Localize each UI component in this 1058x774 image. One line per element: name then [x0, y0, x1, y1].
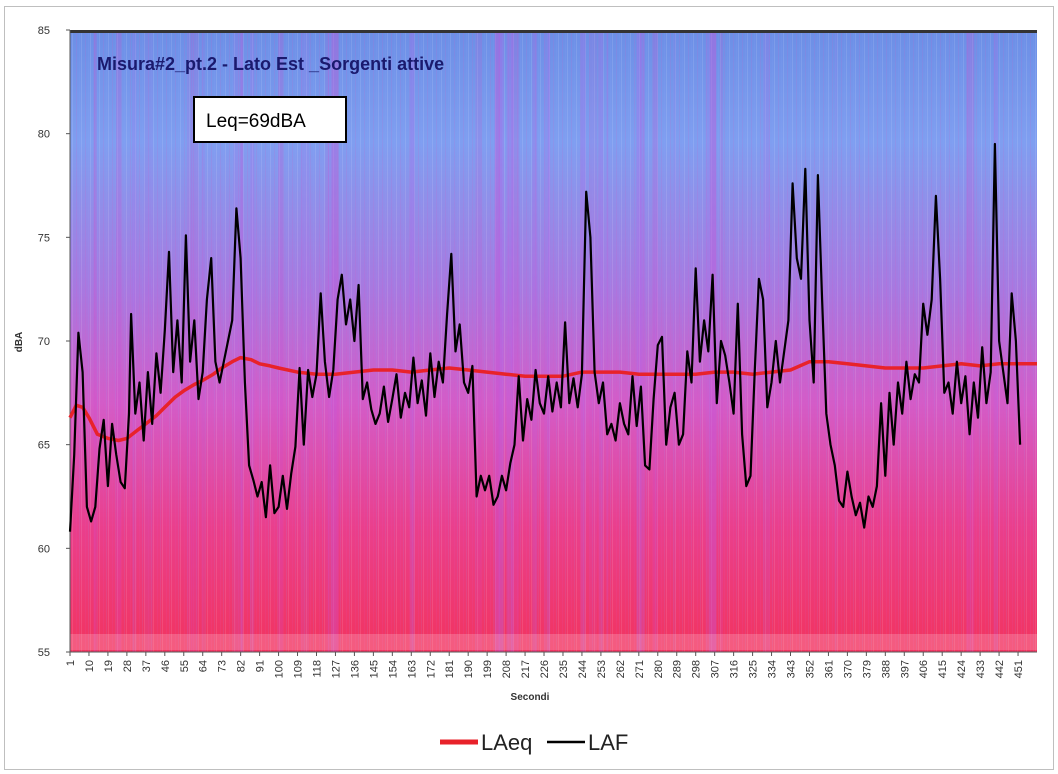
x-tick-label: 145 — [368, 660, 380, 678]
x-tick-label: 37 — [141, 660, 153, 672]
y-tick-label: 65 — [38, 440, 50, 452]
x-tick-label: 181 — [444, 660, 456, 678]
x-tick-label: 316 — [729, 660, 741, 678]
x-tick-label: 163 — [406, 660, 418, 678]
legend-label-laeq: LAeq — [481, 730, 532, 755]
x-tick-label: 379 — [861, 660, 873, 678]
x-tick-label: 28 — [122, 660, 134, 672]
x-tick-label: 307 — [710, 660, 722, 678]
x-tick-label: 190 — [463, 660, 475, 678]
x-tick-label: 352 — [805, 660, 817, 678]
y-tick-label: 80 — [38, 129, 50, 141]
x-tick-label: 343 — [786, 660, 798, 678]
x-tick-label: 334 — [767, 660, 779, 678]
x-tick-label: 451 — [1013, 660, 1025, 678]
x-tick-label: 73 — [217, 660, 229, 672]
x-tick-label: 415 — [937, 660, 949, 678]
x-axis: 1 10 19 28 37 46 55 64 73 82 91 100 109 118 127 136 145 1… — [65, 651, 1037, 678]
x-tick-label: 154 — [387, 660, 399, 678]
x-tick-label: 109 — [293, 660, 305, 678]
x-tick-label: 325 — [748, 660, 760, 678]
y-tick-label: 55 — [38, 647, 50, 659]
y-axis: 55 60 65 70 75 80 85 — [38, 25, 71, 659]
x-tick-label: 280 — [653, 660, 665, 678]
x-tick-label: 298 — [691, 660, 703, 678]
legend-label-laf: LAF — [588, 730, 628, 755]
x-tick-label: 172 — [425, 660, 437, 678]
x-tick-label: 118 — [312, 660, 324, 678]
x-tick-label: 388 — [880, 660, 892, 678]
x-tick-label: 91 — [255, 660, 267, 672]
x-tick-label: 397 — [899, 660, 911, 678]
y-axis-label: dBA — [14, 332, 25, 353]
x-tick-label: 127 — [331, 660, 343, 678]
x-tick-label: 82 — [236, 660, 248, 672]
x-tick-label: 19 — [103, 660, 115, 672]
x-tick-label: 208 — [501, 660, 513, 678]
leq-annotation: Leq=69dBA — [206, 111, 306, 132]
x-tick-label: 361 — [823, 660, 835, 678]
x-tick-label: 55 — [179, 660, 191, 672]
x-tick-label: 406 — [918, 660, 930, 678]
x-tick-label: 226 — [539, 660, 551, 678]
y-tick-label: 85 — [38, 25, 50, 37]
x-tick-label: 217 — [520, 660, 532, 678]
x-tick-label: 46 — [160, 660, 172, 672]
leq-annotation-box: Leq=69dBA — [193, 96, 347, 143]
x-tick-label: 289 — [672, 660, 684, 678]
x-tick-label: 199 — [482, 660, 494, 678]
series-layer — [68, 142, 1037, 532]
x-tick-label: 442 — [994, 660, 1006, 678]
x-tick-label: 253 — [596, 660, 608, 678]
x-tick-label: 262 — [615, 660, 627, 678]
x-tick-label: 1 — [65, 660, 77, 666]
y-tick-label: 60 — [38, 543, 50, 555]
x-tick-label: 10 — [84, 660, 96, 672]
x-tick-label: 424 — [956, 660, 968, 678]
x-axis-label: Secondi — [511, 692, 550, 703]
x-tick-label: 64 — [198, 660, 210, 672]
x-tick-label: 370 — [842, 660, 854, 678]
x-tick-label: 100 — [274, 660, 286, 678]
x-tick-label: 433 — [975, 660, 987, 678]
x-tick-label: 271 — [634, 660, 646, 678]
x-tick-label: 235 — [558, 660, 570, 678]
chart-title: Misura#2_pt.2 - Lato Est _Sorgenti attiv… — [97, 54, 444, 74]
x-tick-label: 244 — [577, 660, 589, 678]
legend: LAeq LAF — [440, 730, 628, 755]
y-tick-label: 75 — [38, 232, 50, 244]
y-tick-label: 70 — [38, 336, 50, 348]
x-tick-label: 136 — [349, 660, 361, 678]
series-line-laf — [68, 142, 1022, 532]
